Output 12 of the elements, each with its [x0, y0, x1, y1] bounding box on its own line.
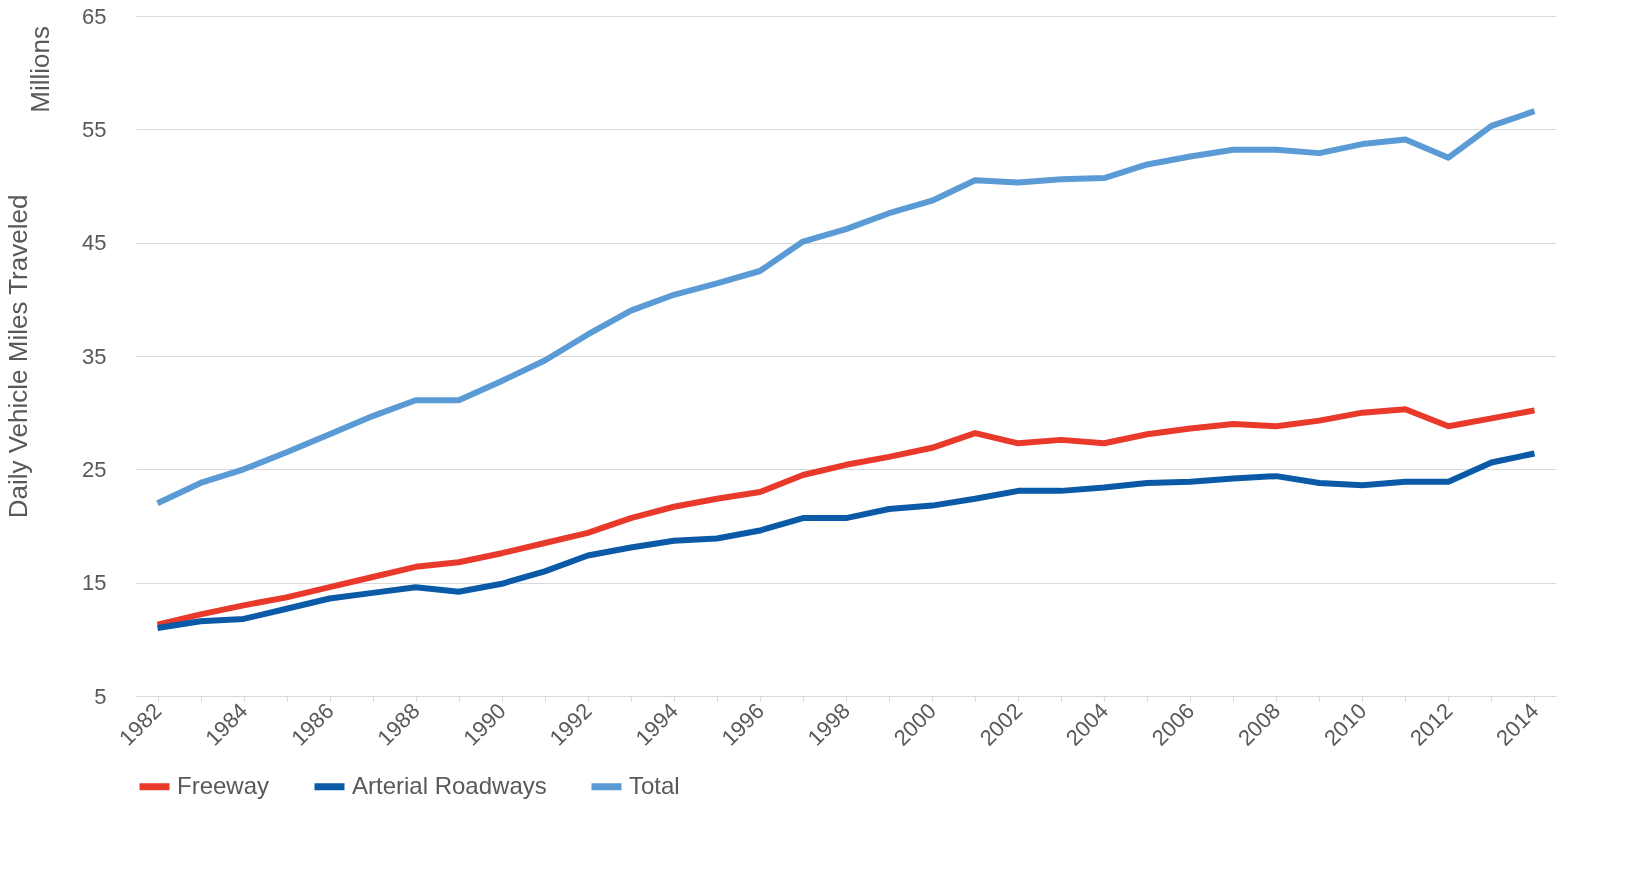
legend-label: Arterial Roadways — [352, 771, 547, 799]
y-tick-label: 45 — [82, 230, 107, 256]
y-tick-label: 15 — [82, 570, 107, 596]
y-axis-title: Daily Vehicle Miles Traveled — [3, 194, 34, 519]
y-tick-label: 65 — [82, 3, 107, 29]
y-tick-label: 5 — [94, 683, 107, 709]
legend-label: Total — [629, 771, 680, 799]
y-tick-label: 55 — [82, 116, 107, 142]
y-tick-label: 25 — [82, 456, 107, 482]
y-tick-label: 35 — [82, 343, 107, 369]
text: Millions — [25, 26, 55, 113]
legend-label: Freeway — [177, 771, 270, 799]
